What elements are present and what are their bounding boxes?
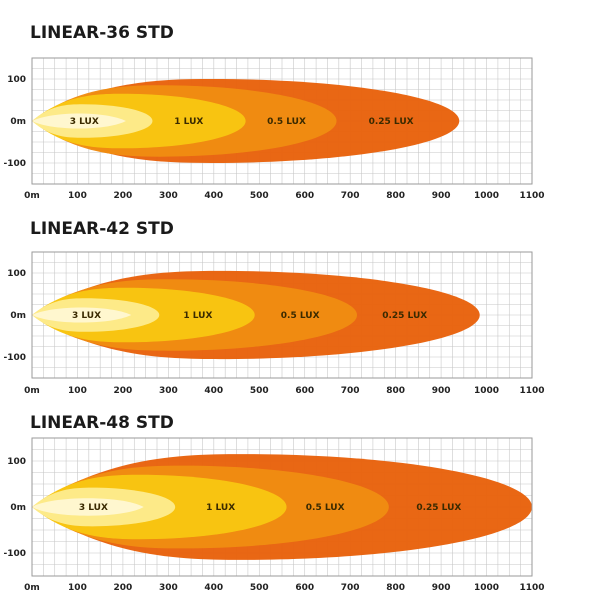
beam-core: [32, 113, 126, 129]
x-tick-label: 500: [250, 191, 269, 201]
zone-label: 3 LUX: [70, 117, 99, 127]
beam-core: [32, 307, 132, 323]
x-tick-label: 1100: [519, 386, 544, 396]
x-tick-label: 200: [114, 191, 133, 201]
y-tick-label: 100: [7, 75, 26, 85]
x-tick-label: 100: [68, 386, 87, 396]
y-tick-label: -100: [3, 159, 26, 169]
y-tick-label: 100: [7, 269, 26, 279]
chart-panel-3: LINEAR-48 STD 0.25 LUX 0.5 LUX 1 LUX 3 LUX 0m…: [3, 413, 544, 593]
x-tick-label: 0m: [24, 583, 40, 593]
y-tick-label: 100: [7, 457, 26, 467]
y-tick-label: 0m: [10, 117, 26, 127]
x-tick-label: 500: [250, 386, 269, 396]
x-tick-label: 1000: [474, 583, 499, 593]
x-tick-label: 300: [159, 386, 178, 396]
y-tick-label: 0m: [10, 311, 26, 321]
x-tick-label: 400: [204, 583, 223, 593]
x-tick-label: 100: [68, 583, 87, 593]
y-tick-label: 0m: [10, 503, 26, 513]
x-tick-label: 800: [386, 191, 405, 201]
zone-label: 1 LUX: [183, 311, 212, 321]
x-tick-label: 600: [295, 386, 314, 396]
x-tick-label: 900: [432, 386, 451, 396]
zone-label: 1 LUX: [174, 117, 203, 127]
zone-label: 3 LUX: [79, 503, 108, 513]
x-tick-label: 0m: [24, 191, 40, 201]
x-tick-label: 300: [159, 191, 178, 201]
chart-panel-1: LINEAR-36 STD 0.25 LUX 0.5 LUX 1 LUX 3 LUX 0m…: [3, 23, 544, 201]
x-tick-label: 1000: [474, 386, 499, 396]
x-tick-label: 900: [432, 191, 451, 201]
x-tick-label: 200: [114, 386, 133, 396]
chart-title: LINEAR-48 STD: [30, 413, 174, 433]
zone-label: 0.25 LUX: [416, 503, 461, 513]
zone-label: 0.25 LUX: [369, 117, 414, 127]
x-tick-label: 200: [114, 583, 133, 593]
x-tick-label: 400: [204, 191, 223, 201]
chart-title: LINEAR-42 STD: [30, 219, 174, 239]
x-tick-label: 1100: [519, 583, 544, 593]
x-tick-label: 400: [204, 386, 223, 396]
chart-title: LINEAR-36 STD: [30, 23, 174, 43]
x-tick-label: 900: [432, 583, 451, 593]
x-tick-label: 500: [250, 583, 269, 593]
x-tick-label: 0m: [24, 386, 40, 396]
plot-frame: [31, 437, 533, 577]
zone-label: 1 LUX: [206, 503, 235, 513]
y-tick-label: -100: [3, 549, 26, 559]
x-tick-label: 1100: [519, 191, 544, 201]
zone-label: 0.25 LUX: [382, 311, 427, 321]
plot-frame: [31, 57, 533, 185]
zone-label: 0.5 LUX: [306, 503, 345, 513]
zone-label: 0.5 LUX: [267, 117, 306, 127]
x-tick-label: 300: [159, 583, 178, 593]
zone-label: 0.5 LUX: [281, 311, 320, 321]
x-tick-label: 700: [341, 386, 360, 396]
plot-frame: [31, 251, 533, 379]
x-tick-label: 1000: [474, 191, 499, 201]
x-tick-label: 800: [386, 583, 405, 593]
x-tick-label: 700: [341, 191, 360, 201]
zone-label: 3 LUX: [72, 311, 101, 321]
x-tick-label: 600: [295, 583, 314, 593]
beam-core: [32, 498, 144, 516]
x-tick-label: 700: [341, 583, 360, 593]
y-tick-label: -100: [3, 353, 26, 363]
x-tick-label: 100: [68, 191, 87, 201]
x-tick-label: 600: [295, 191, 314, 201]
chart-panel-2: LINEAR-42 STD 0.25 LUX 0.5 LUX 1 LUX 3 LUX 0m…: [3, 219, 544, 396]
x-tick-label: 800: [386, 386, 405, 396]
